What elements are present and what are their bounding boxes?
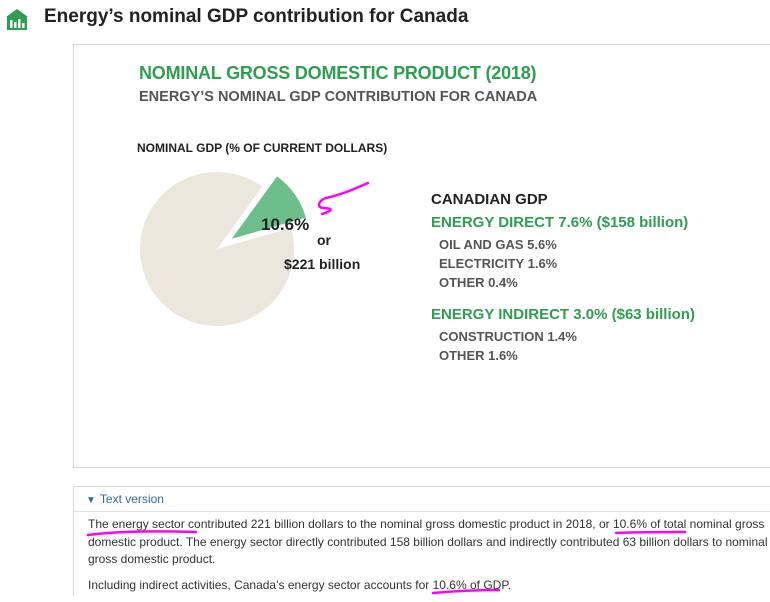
page-title: Energy’s nominal GDP contribution for Ca… [44,6,469,27]
legend-item: OIL AND GAS 5.6% [439,237,557,252]
text-version-body: The energy sector contributed 221 billio… [88,516,770,602]
text-paragraph: The energy sector contributed 221 billio… [88,517,768,566]
text-version-panel: ▼ Text version The energy sector contribu… [73,486,770,596]
legend-item: CONSTRUCTION 1.4% [439,329,577,344]
pie-chart: 10.6% or $221 billion [140,171,360,326]
legend-group-direct: ENERGY DIRECT 7.6% ($158 billion) OIL AN… [431,214,695,292]
triangle-down-icon: ▼ [86,495,96,506]
text-paragraph: Including indirect activities, Canada’s … [88,577,512,592]
pie-slice [231,176,306,239]
slice-or-label: or [317,232,332,248]
text-version-toggle[interactable]: ▼ Text version [86,492,164,506]
divider [74,511,770,512]
chart-title: NOMINAL GROSS DOMESTIC PRODUCT (2018) [139,63,537,83]
legend-item: OTHER 0.4% [439,275,518,290]
text-version-label: Text version [99,492,164,506]
legend: CANADIAN GDP ENERGY DIRECT 7.6% ($158 bi… [431,191,695,379]
page-header: Energy’s nominal GDP contribution for Ca… [0,0,770,36]
legend-item: OTHER 1.6% [439,348,518,363]
slice-percent-label: 10.6% [261,215,309,234]
chart-subtitle: ENERGY’S NOMINAL GDP CONTRIBUTION FOR CA… [139,89,538,105]
legend-title: CANADIAN GDP [431,191,548,208]
legend-item: ELECTRICITY 1.6% [439,256,558,271]
legend-group-indirect: ENERGY INDIRECT 3.0% ($63 billion) CONST… [431,306,695,365]
legend-group-title: ENERGY INDIRECT 3.0% ($63 billion) [431,306,695,323]
slice-amount-label: $221 billion [284,256,360,272]
building-icon [6,9,28,30]
figure-panel: NOMINAL GROSS DOMESTIC PRODUCT (2018) EN… [73,44,770,468]
legend-group-title: ENERGY DIRECT 7.6% ($158 billion) [431,214,689,231]
pie-chart-label: NOMINAL GDP (% OF CURRENT DOLLARS) [137,141,388,155]
pie-slice [140,171,294,326]
